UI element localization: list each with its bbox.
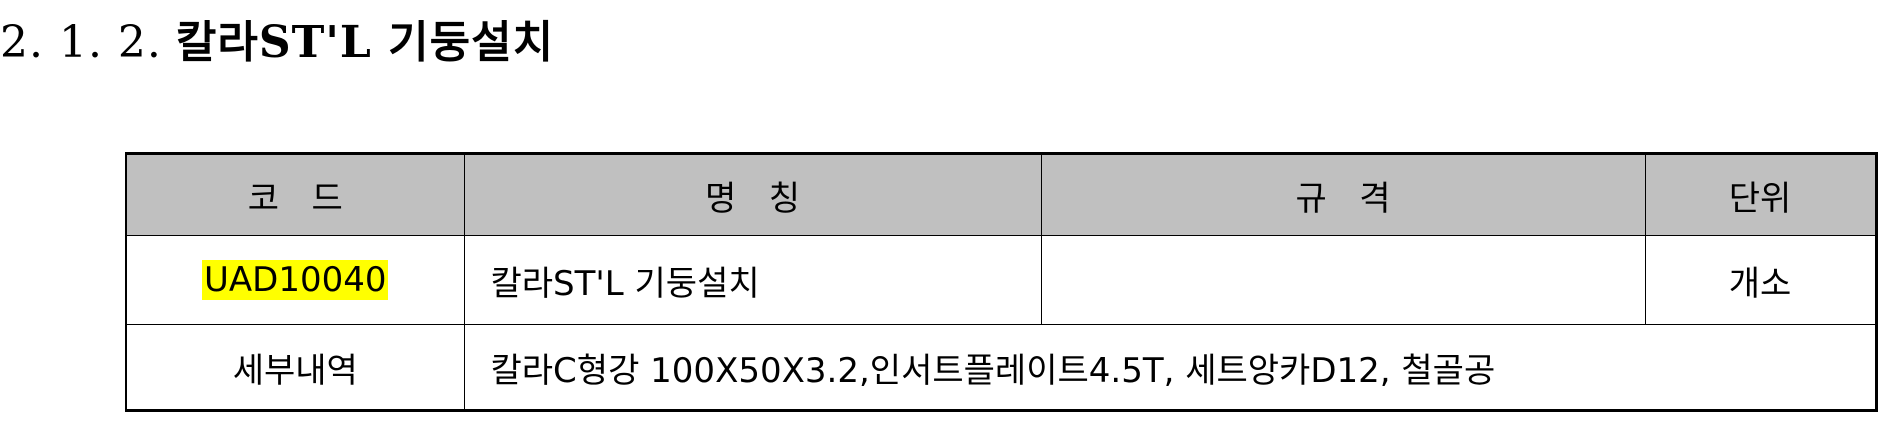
table-row-detail: 세부내역 칼라C형강 100X50X3.2,인서트플레이트4.5T, 세트앙카D… (125, 324, 1878, 412)
section-number: 2. 1. 2. (0, 17, 162, 68)
header-unit-label: 단위 (1728, 178, 1792, 219)
cell-detail-text: 칼라C형강 100X50X3.2,인서트플레이트4.5T, 세트앙카D12, 철… (463, 324, 1878, 412)
header-name: 명 칭 (463, 152, 1042, 236)
table-header-row: 코 드 명 칭 규 격 단위 (125, 152, 1878, 236)
header-name-label: 명 칭 (705, 178, 800, 219)
section-heading: 2. 1. 2. 칼라ST'L 기둥설치 (0, 6, 554, 70)
table-row: UAD10040 칼라ST'L 기둥설치 개소 (125, 235, 1878, 325)
header-spec-label: 규 격 (1295, 178, 1391, 219)
section-title: 칼라ST'L 기둥설치 (175, 17, 555, 68)
cell-name: 칼라ST'L 기둥설치 (463, 235, 1042, 325)
cell-spec (1040, 235, 1646, 325)
cell-code: UAD10040 (125, 235, 465, 325)
header-code: 코 드 (125, 152, 465, 236)
cell-unit: 개소 (1644, 235, 1878, 325)
header-code-label: 코 드 (247, 178, 343, 219)
item-code: UAD10040 (202, 260, 389, 300)
header-unit: 단위 (1644, 152, 1878, 236)
cell-detail-label: 세부내역 (125, 324, 465, 412)
header-spec: 규 격 (1040, 152, 1646, 236)
spec-table: 코 드 명 칭 규 격 단위 UAD10040 칼라ST'L 기둥설치 개소 세… (125, 152, 1878, 412)
